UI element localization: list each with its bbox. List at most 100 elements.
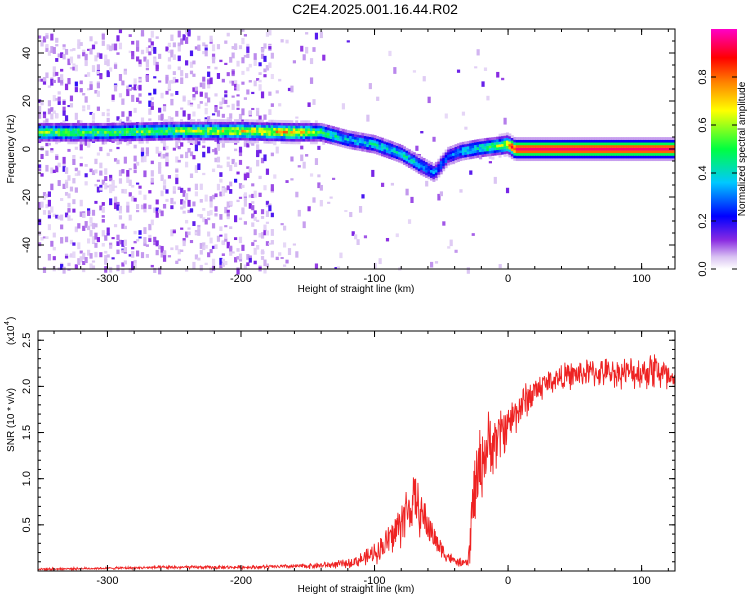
spectrogram-cell <box>354 139 357 143</box>
spectrogram-cell <box>635 142 639 146</box>
spectrogram-cell <box>305 133 308 137</box>
spectrogram-cell <box>290 133 294 137</box>
spectrogram-cell <box>425 161 429 165</box>
spectrogram-cell <box>40 133 44 137</box>
spectrogram-cell <box>430 161 433 165</box>
spectrogram-cell <box>145 147 149 154</box>
spectrogram-cell <box>542 152 546 156</box>
spectrogram-cell <box>260 53 265 59</box>
spectrogram-cell <box>158 115 162 121</box>
spectrogram-cell <box>665 147 669 151</box>
spectrogram-cell <box>79 80 83 85</box>
spectrogram-cell <box>91 136 95 139</box>
spectrogram-cell <box>226 32 230 37</box>
spectrogram-cell <box>518 152 522 156</box>
spectrogram-cell <box>187 113 191 120</box>
spectrogram-cell <box>349 133 353 137</box>
spectrogram-cell <box>662 145 666 148</box>
spectrogram-cell <box>481 146 485 150</box>
spectrogram-cell <box>459 145 463 148</box>
spectrogram-cell <box>175 121 179 125</box>
spectrogram-cell <box>60 198 64 201</box>
spectrogram-cell <box>172 230 176 234</box>
spectrogram-cell <box>99 74 103 80</box>
spectrogram-cell <box>165 127 169 130</box>
spectrogram-cell <box>172 201 176 205</box>
spectrogram-cell <box>238 159 243 165</box>
spectrogram-cell <box>393 144 397 148</box>
spectrogram-cell <box>400 150 404 153</box>
spectrogram-cell <box>554 142 558 146</box>
spectrogram-cell <box>660 142 664 146</box>
spectrogram-cell <box>91 120 95 124</box>
spectrogram-cell <box>481 81 485 87</box>
spectrogram-cell <box>57 140 61 143</box>
spectrogram-cell <box>40 130 44 134</box>
spectrogram-cell <box>371 169 375 177</box>
spectrogram-cell <box>69 125 73 129</box>
spectrogram-cell <box>211 245 216 249</box>
spectrogram-cell <box>569 139 573 143</box>
spectrogram-cell <box>434 175 438 178</box>
spectrogram-cell <box>229 181 233 187</box>
spectrogram-cell <box>126 130 130 134</box>
spectrogram-cell <box>251 91 255 95</box>
spectrogram-cell <box>94 90 98 94</box>
spectrogram-cell <box>84 96 88 103</box>
spectrogram-cell <box>224 127 228 130</box>
spectrogram-cell <box>253 132 257 136</box>
spectrogram-cell <box>412 157 416 161</box>
spectrogram-cell <box>665 152 669 156</box>
spectrogram-cell <box>136 182 140 185</box>
spectrogram-cell <box>214 134 218 138</box>
spectrogram-cell <box>74 125 78 129</box>
spectrogram-cell <box>251 137 255 141</box>
spectrogram-cell <box>55 133 59 137</box>
spectrogram-cell <box>238 257 243 262</box>
spectrogram-cell <box>594 158 598 162</box>
spectrogram-cell <box>395 156 399 160</box>
spectrogram-cell <box>211 134 215 138</box>
spectrogram-cell <box>567 155 571 159</box>
spectrogram-cell <box>248 110 252 116</box>
spectrogram-cell <box>121 240 125 247</box>
spectrogram-cell <box>177 129 181 133</box>
spectrogram-cell <box>459 189 463 193</box>
spectrogram-cell <box>229 124 233 128</box>
spectrogram-cell <box>434 172 438 176</box>
spectrogram-cell <box>368 142 372 145</box>
spectrogram-cell <box>62 100 66 105</box>
spectrogram-cell <box>449 159 453 162</box>
spectrogram-cell <box>297 133 301 137</box>
spectrogram-cell <box>268 109 272 115</box>
spectrogram-cell <box>574 155 578 159</box>
spectrogram-cell <box>572 139 576 143</box>
spectrogram-cell <box>47 215 51 219</box>
spectrogram-cell <box>275 122 279 126</box>
spectrogram-cell <box>618 147 622 151</box>
spectrogram-cell <box>162 203 167 209</box>
spectrogram-cell <box>72 159 76 165</box>
spectrogram-cell <box>344 134 348 138</box>
spectrogram-cell <box>559 155 563 159</box>
spectrogram-cell <box>170 119 174 122</box>
spectrogram-cell <box>160 129 164 133</box>
spectrogram-cell <box>182 132 186 136</box>
spectrogram-cell <box>82 261 86 265</box>
spectrogram-cell <box>476 149 480 153</box>
spectrogram-cell <box>329 125 333 129</box>
spectrogram-cell <box>153 267 157 273</box>
spectrogram-cell <box>234 129 237 133</box>
spectrogram-cell <box>258 132 262 136</box>
spectrogram-cell <box>106 125 110 129</box>
spectrogram-cell <box>136 209 140 213</box>
spectrogram-cell <box>496 147 500 150</box>
spectrogram-cell <box>483 153 487 157</box>
spectrogram-cell <box>67 268 71 271</box>
spectrogram-cell <box>314 122 318 126</box>
spectrogram-cell <box>515 152 519 156</box>
spectrogram-cell <box>363 146 367 150</box>
spectrogram-cell <box>182 96 186 102</box>
spectrogram-cell <box>194 137 198 144</box>
spectrogram-cell <box>180 124 184 128</box>
